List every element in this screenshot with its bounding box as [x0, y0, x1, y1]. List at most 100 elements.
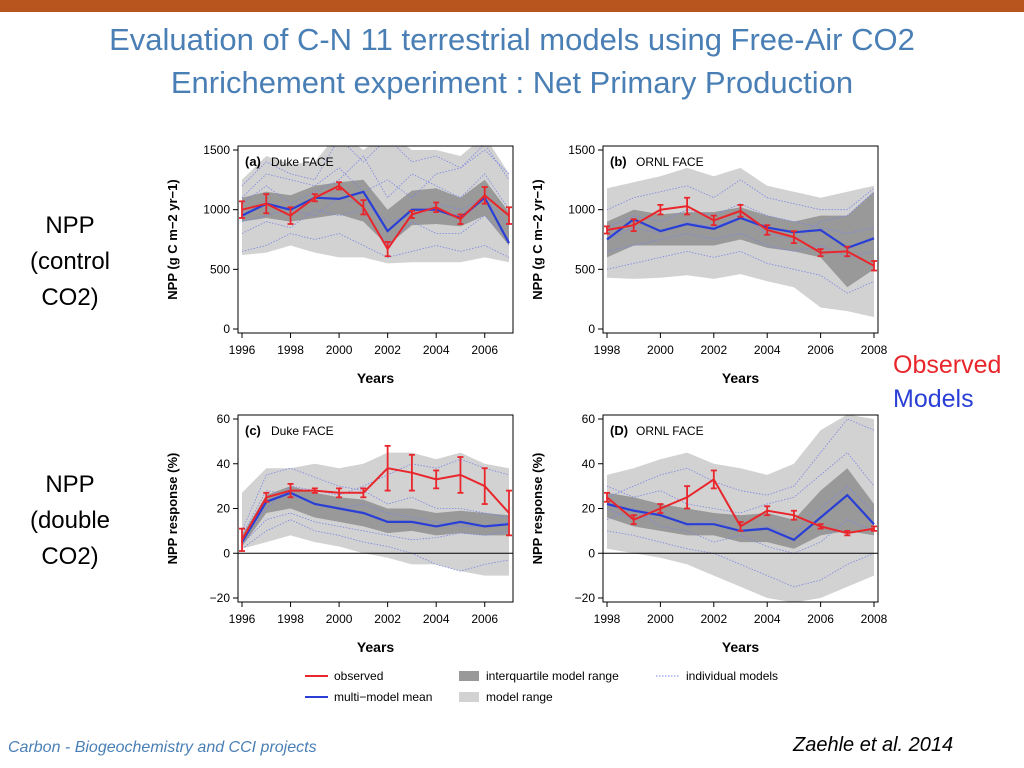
- y-tick-label-a-0: 0: [223, 322, 230, 336]
- x-tick-label-d-4: 2006: [807, 612, 834, 626]
- x-tick-label-c-1: 1998: [277, 612, 304, 626]
- panel-title-c: Duke FACE: [271, 424, 334, 438]
- individual-model-line-d-0: [606, 418, 875, 498]
- x-tick-label-b-5: 2008: [861, 343, 888, 357]
- x-tick-label-b-3: 2004: [754, 343, 781, 357]
- x-tick-label-c-5: 2006: [471, 612, 498, 626]
- x-tick-label-c-0: 1996: [229, 612, 256, 626]
- accent-bar: [0, 0, 1024, 12]
- observed-line-a: [241, 184, 510, 251]
- x-tick-label-a-4: 2004: [423, 343, 450, 357]
- x-axis-label-d: Years: [722, 639, 760, 655]
- individual-model-line-c-0: [241, 467, 510, 532]
- y-tick-label-a-3: 1500: [203, 143, 230, 157]
- individual-model-line-c-2: [241, 458, 510, 541]
- legend-individual-label: individual models: [686, 669, 778, 683]
- y-tick-label-d-1: 0: [588, 546, 595, 560]
- y-axis-label-d: NPP response (%): [530, 453, 545, 565]
- panel-frame-a: [237, 145, 514, 334]
- individual-model-line-b-0: [606, 179, 875, 211]
- panel-c-plot-area: [238, 444, 513, 576]
- x-tick-label-b-1: 2000: [647, 343, 674, 357]
- panel-tag-a: (a): [245, 154, 261, 169]
- y-axis-label-a: NPP (g C m−2 yr−1): [165, 179, 180, 299]
- y-tick-label-c-3: 40: [217, 457, 231, 471]
- legend-range-label: model range: [486, 690, 553, 704]
- row-label-double-line-1: NPP: [45, 471, 95, 498]
- row-label-double-line-2: (double: [29, 507, 111, 534]
- panel-frame-b: [602, 145, 879, 334]
- panel-d: −20 0 20 40 60 1998 2000 2002 2004 2006 2008 Years N…: [530, 412, 888, 655]
- panel-c: −20 0 20 40 60 1996 1998 2000 2002 2004 2006 Years N…: [165, 412, 514, 655]
- individual-model-line-a-4: [241, 233, 510, 258]
- legend-range-swatch: [459, 692, 479, 702]
- x-tick-label-a-1: 1998: [277, 343, 304, 357]
- x-tick-label-d-3: 2004: [754, 612, 781, 626]
- x-tick-label-a-5: 2006: [471, 343, 498, 357]
- panel-a: 0 500 1000 1500 1996 1998 2000 2002 2004 2006 Year…: [165, 143, 514, 386]
- individual-model-line-b-3: [606, 250, 875, 294]
- model-range-band-d: [607, 415, 874, 602]
- side-legend: Observed Models: [893, 348, 1001, 416]
- side-legend-models: Models: [893, 385, 974, 413]
- individual-model-line-d-3: [606, 508, 875, 554]
- chart-legend: observed multi−model mean interquartile mo…: [305, 669, 778, 704]
- multi-model-mean-line-c: [241, 491, 510, 543]
- footer-citation: Zaehle et al. 2014: [793, 734, 954, 756]
- y-axis-label-c: NPP response (%): [165, 453, 180, 565]
- x-tick-label-d-5: 2008: [861, 612, 888, 626]
- row-label-control-line-1: NPP: [45, 212, 95, 239]
- panel-tag-b: (b): [610, 154, 627, 169]
- slide-title: Evaluation of C-N 11 terrestrial models …: [0, 18, 1024, 104]
- individual-model-line-a-5: [241, 146, 510, 187]
- interquartile-band-b: [607, 191, 874, 288]
- x-tick-label-a-2: 2000: [326, 343, 353, 357]
- y-tick-label-d-3: 40: [582, 457, 596, 471]
- panel-title-a: Duke FACE: [271, 155, 334, 169]
- y-tick-label-b-1: 500: [575, 262, 595, 276]
- y-tick-label-b-3: 1500: [568, 143, 595, 157]
- panel-tag-d: (D): [610, 423, 628, 438]
- x-axis-label-c: Years: [357, 639, 395, 655]
- x-tick-label-d-0: 1998: [594, 612, 621, 626]
- multi-model-mean-line-b: [606, 216, 875, 250]
- panel-b-plot-area: [604, 167, 877, 318]
- x-tick-label-b-0: 1998: [594, 343, 621, 357]
- y-tick-label-b-0: 0: [588, 322, 595, 336]
- y-tick-label-d-4: 60: [582, 412, 596, 426]
- y-tick-label-c-2: 20: [217, 502, 231, 516]
- x-tick-label-d-2: 2002: [700, 612, 727, 626]
- x-tick-label-d-1: 2000: [647, 612, 674, 626]
- individual-model-line-d-1: [606, 530, 875, 588]
- individual-model-line-a-2: [241, 155, 510, 210]
- panel-title-b: ORNL FACE: [636, 155, 704, 169]
- y-tick-label-c-1: 0: [223, 546, 230, 560]
- individual-model-line-a-0: [241, 149, 510, 199]
- y-tick-label-a-2: 1000: [203, 203, 230, 217]
- row-label-control: NPP (control CO2): [5, 208, 135, 316]
- individual-model-line-c-1: [241, 519, 510, 572]
- y-tick-label-d-0: −20: [575, 591, 596, 605]
- x-axis-label-a: Years: [357, 370, 395, 386]
- y-tick-label-c-0: −20: [210, 591, 231, 605]
- y-tick-label-b-2: 1000: [568, 203, 595, 217]
- panel-b: 0 500 1000 1500 1998 2000 2002 2004 2006 2008 Year…: [530, 143, 888, 386]
- row-label-control-line-3: CO2): [41, 284, 99, 311]
- model-range-band-b: [607, 167, 874, 318]
- x-tick-label-b-4: 2006: [807, 343, 834, 357]
- individual-model-line-c-3: [241, 512, 510, 545]
- title-line-2: Enrichement experiment : Net Primary Pro…: [170, 65, 854, 100]
- individual-model-line-b-1: [606, 233, 875, 258]
- panel-tag-c: (c): [245, 423, 261, 438]
- x-tick-label-c-3: 2002: [374, 612, 401, 626]
- x-tick-label-c-2: 2000: [326, 612, 353, 626]
- legend-mean-label: multi−model mean: [334, 690, 432, 704]
- panel-a-plot-area: [239, 146, 512, 264]
- legend-observed-label: observed: [334, 669, 383, 683]
- legend-iqr-swatch: [459, 671, 479, 681]
- observed-line-c: [241, 467, 510, 541]
- row-label-double-line-3: CO2): [41, 543, 99, 570]
- row-label-double: NPP (double CO2): [5, 467, 135, 575]
- individual-model-line-b-2: [606, 203, 875, 234]
